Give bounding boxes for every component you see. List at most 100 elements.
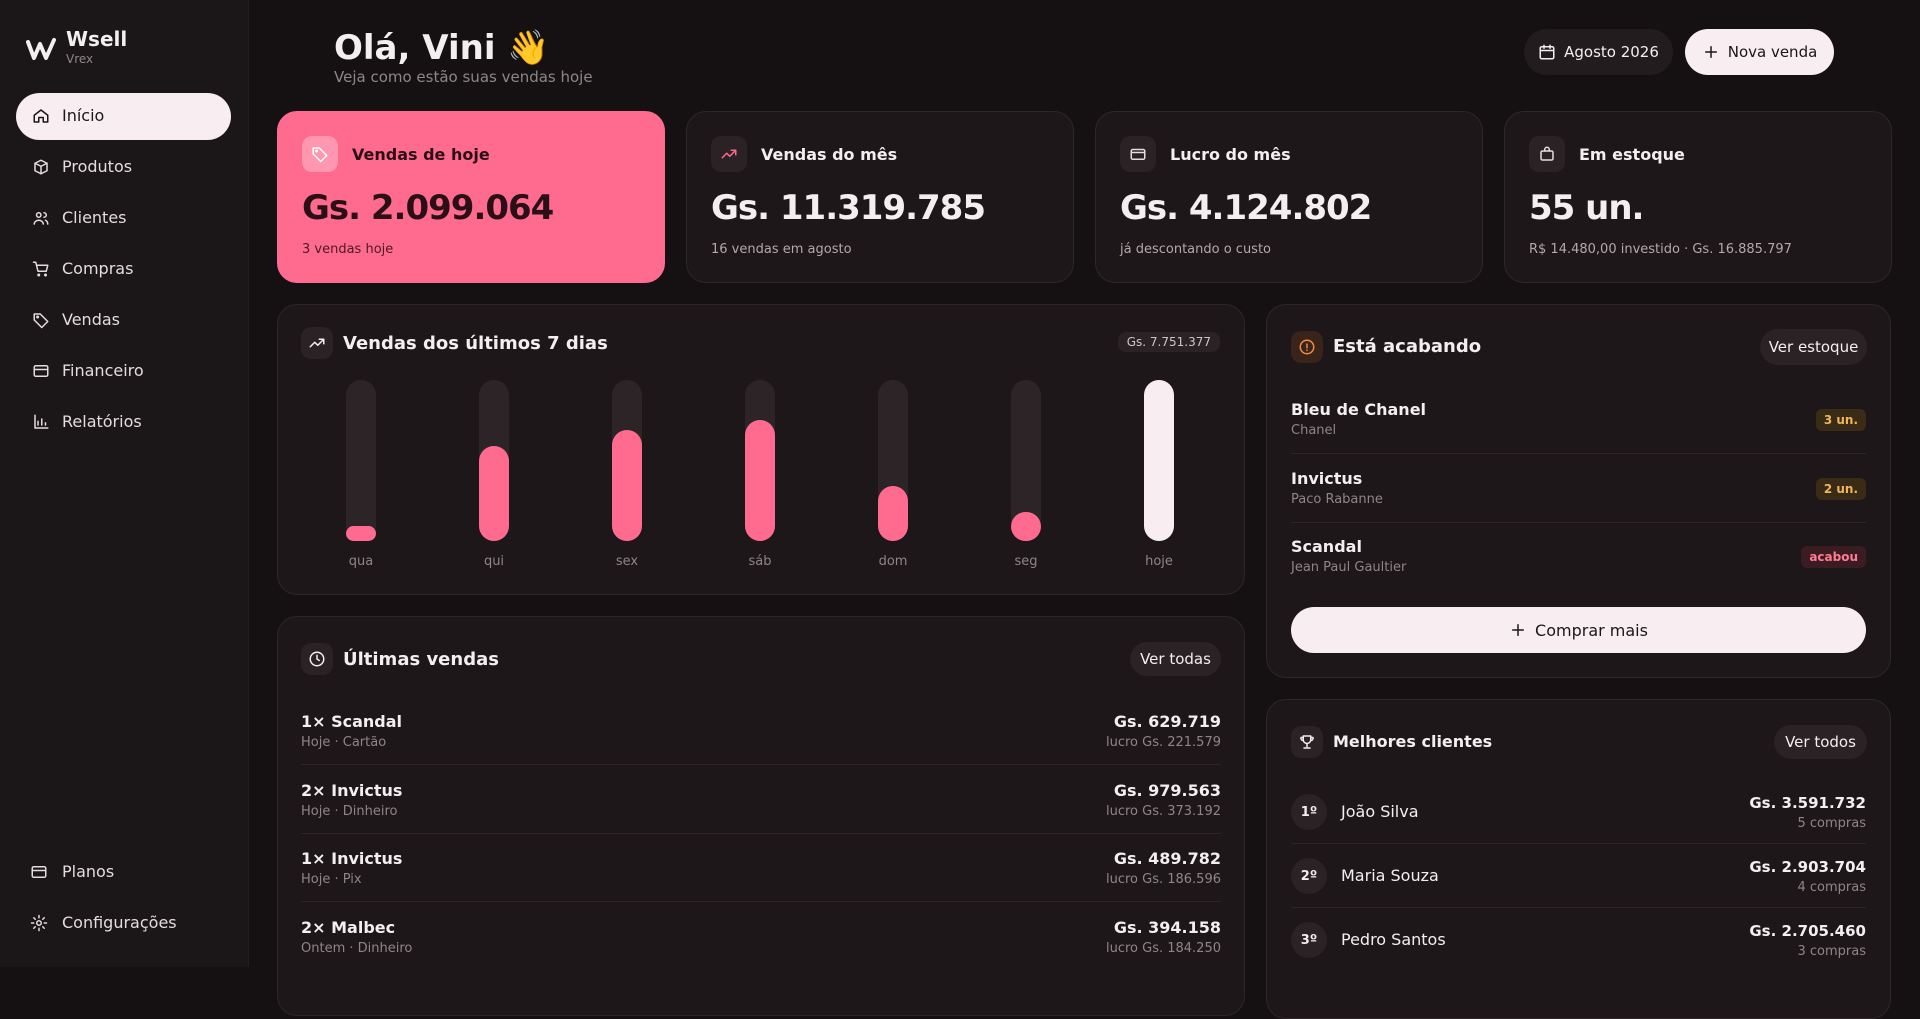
nav-item[interactable]: Clientes [16, 195, 231, 242]
stat-label: Lucro do mês [1170, 145, 1291, 164]
nav-label: Início [62, 106, 105, 125]
bar-label: dom [878, 554, 908, 569]
stat-value: Gs. 11.319.785 [711, 188, 986, 228]
stat-icon [302, 136, 338, 172]
client-name: João Silva [1341, 802, 1419, 821]
bar-track [346, 380, 376, 541]
workspace: Vrex [66, 52, 94, 66]
recent-sales-card [277, 616, 1245, 1016]
nav-icon [32, 107, 50, 129]
stat-note: já descontando o custo [1120, 242, 1272, 257]
stat-value: 55 un. [1529, 188, 1644, 228]
bar [479, 445, 509, 541]
stat-value: Gs. 2.099.064 [302, 188, 554, 228]
sale-meta: Hoje · Cartão [301, 735, 387, 750]
client-amount: Gs. 3.591.732 [1749, 794, 1866, 812]
icon [309, 651, 325, 667]
icon [30, 914, 48, 932]
subtitle: Veja como estão suas vendas hoje [334, 68, 593, 86]
stock-badge: 2 un. [1815, 477, 1866, 500]
icon [32, 261, 49, 277]
stat-icon [1529, 136, 1565, 172]
icon [33, 109, 49, 123]
see-all-clients-button[interactable]: Ver todos [1774, 725, 1867, 759]
chart-total: Gs. 7.751.377 [1117, 332, 1220, 352]
sale-profit: lucro Gs. 184.250 [1105, 940, 1221, 956]
nav-item[interactable]: Vendas [16, 297, 231, 344]
brand: Wsell [66, 27, 128, 51]
bar-label: sex [615, 554, 639, 569]
icon [1299, 339, 1315, 355]
nav-label: Produtos [62, 157, 133, 176]
stat-card: Lucro do mês Gs. 4.124.802 já descontando … [1095, 111, 1483, 283]
stat-label: Vendas do mês [761, 145, 898, 164]
stat-icon [1120, 136, 1156, 172]
sale-profit: lucro Gs. 221.579 [1105, 735, 1221, 750]
see-stock-button[interactable]: Ver estoque [1760, 329, 1867, 365]
sale-amount: Gs. 629.719 [1113, 712, 1221, 731]
bar-label: hoje [1145, 554, 1173, 569]
bar [612, 429, 642, 541]
icon [309, 338, 325, 348]
new-sale-button[interactable]: Nova venda [1685, 29, 1834, 75]
see-stock-label: Ver estoque [1768, 338, 1859, 356]
nav-item[interactable]: Financeiro [16, 348, 231, 395]
row-separator [1291, 521, 1866, 523]
app: {"sidebar": {"brand": "Wsell", "workspac… [16, 27, 1892, 1019]
row-separator [301, 764, 1221, 765]
bar [1144, 380, 1174, 541]
low-stock-icon [1291, 331, 1323, 363]
stat-card: Vendas do mês Gs. 11.319.785 16 vendas em … [686, 111, 1074, 283]
client-purchases: 3 compras [1797, 944, 1866, 959]
product-name: Scandal [1291, 537, 1362, 556]
rank-badge: 1º [1291, 794, 1327, 830]
sale-amount: Gs. 489.782 [1113, 849, 1221, 868]
product-brand: Chanel [1291, 423, 1337, 438]
bar [346, 526, 376, 541]
low-stock-title: Está acabando [1333, 336, 1482, 357]
icon [1512, 624, 1525, 636]
row-separator [301, 832, 1221, 834]
icon [1300, 735, 1314, 749]
product-name: Invictus [1291, 468, 1363, 488]
client-purchases: 4 compras [1797, 880, 1866, 895]
bar [1011, 511, 1041, 541]
icon [33, 365, 49, 377]
buy-more-button[interactable]: Comprar mais [1291, 607, 1866, 653]
bar-label: sáb [748, 554, 772, 569]
nav-item[interactable]: Configurações [16, 900, 231, 947]
bar-label: qui [483, 554, 505, 569]
nav-icon [32, 158, 50, 180]
client-amount: Gs. 2.705.460 [1749, 922, 1866, 940]
sale-item: 1× Invictus [301, 849, 403, 868]
client-purchases: 5 compras [1797, 816, 1866, 831]
product-name: Bleu de Chanel [1291, 400, 1427, 419]
bar-label: qua [348, 554, 374, 569]
nav-icon [32, 413, 50, 435]
nav-item[interactable]: Compras [16, 246, 231, 293]
icon [33, 212, 49, 225]
nav-label: Financeiro [62, 361, 144, 380]
icon [721, 149, 737, 159]
nav-item[interactable]: Produtos [16, 144, 231, 191]
row-separator [1291, 843, 1866, 844]
nav-label: Compras [62, 259, 134, 278]
nav-label: Vendas [62, 310, 120, 329]
stat-icon [711, 136, 747, 172]
row-separator [301, 901, 1221, 902]
sale-meta: Hoje · Dinheiro [301, 803, 398, 819]
nav-item[interactable]: Planos [16, 849, 231, 896]
chart-icon [301, 327, 333, 359]
rank-badge: 2º [1291, 858, 1327, 894]
see-all-clients-label: Ver todos [1785, 733, 1856, 751]
nav-item[interactable]: Relatórios [16, 399, 231, 446]
nav-icon [32, 209, 50, 231]
period-button[interactable]: Agosto 2026 [1524, 29, 1673, 75]
sale-item: 2× Malbec [301, 917, 396, 937]
clients-icon [1291, 726, 1323, 758]
icon [26, 38, 56, 60]
stock-badge: 3 un. [1815, 409, 1866, 431]
see-all-button[interactable]: Ver todas [1130, 642, 1221, 676]
nav-icon [30, 914, 48, 936]
nav-item[interactable]: Início [16, 93, 231, 140]
